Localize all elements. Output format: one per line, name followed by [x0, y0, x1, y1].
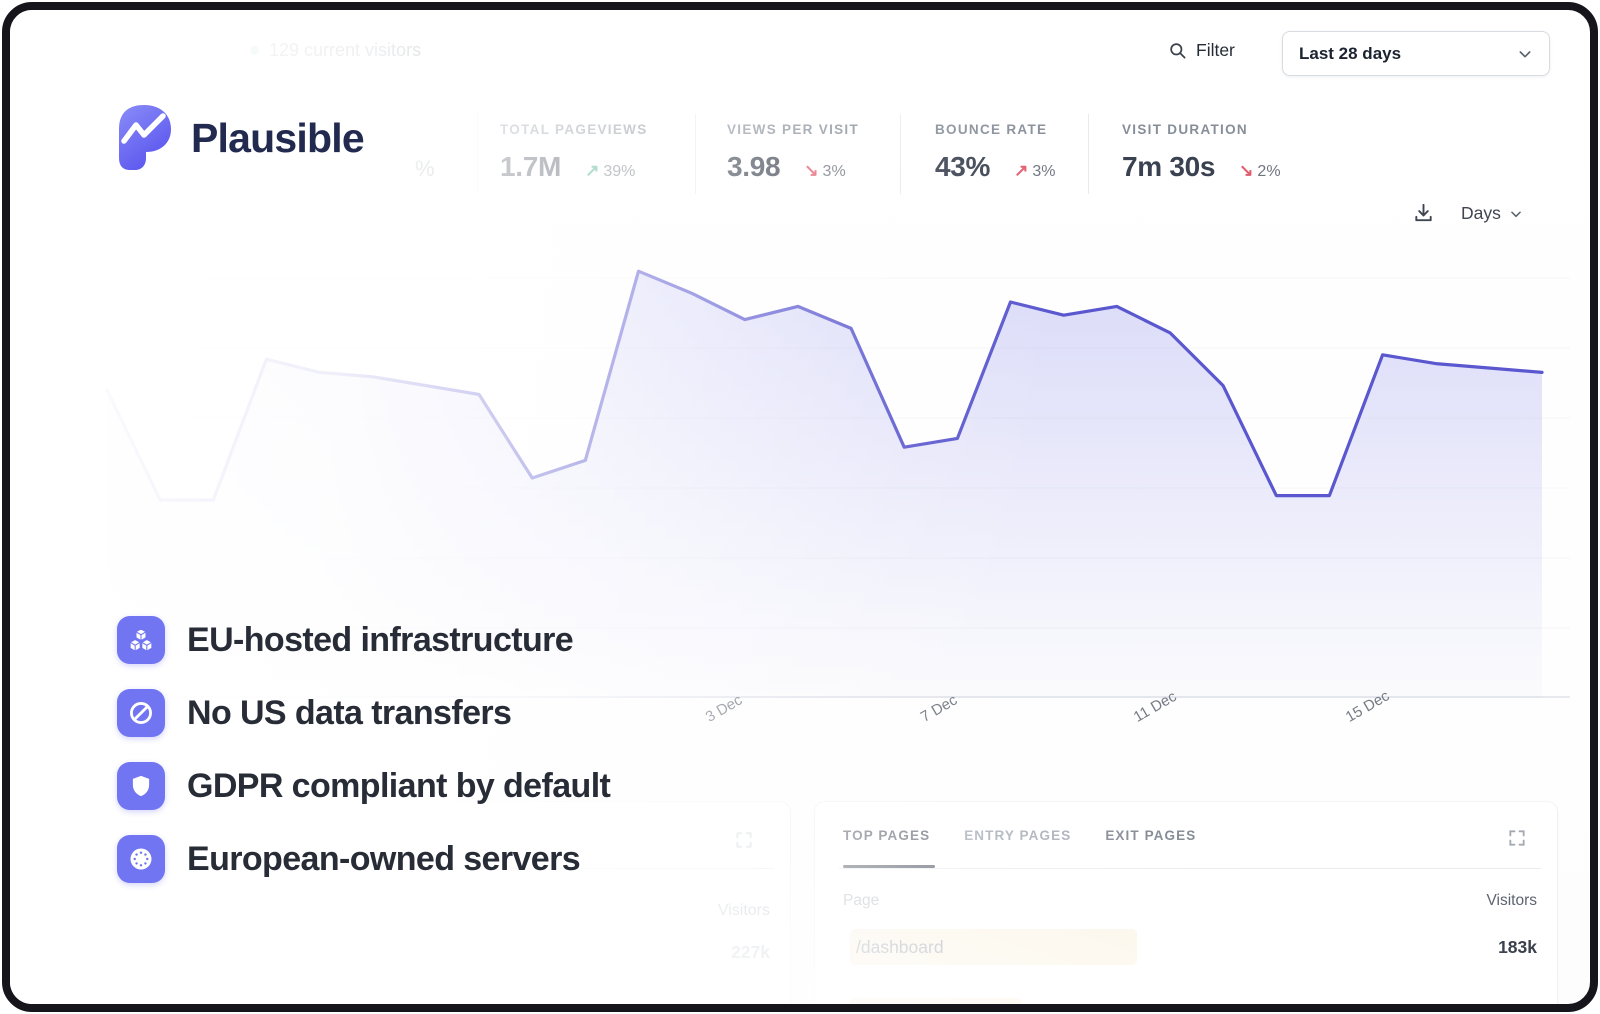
trend-up-icon: ↗ [1014, 161, 1029, 180]
stat-label: TOTAL PAGEVIEWS [500, 122, 648, 137]
filter-label: Filter [1196, 40, 1235, 60]
stat-divider [1088, 114, 1089, 194]
stat-label: BOUNCE RATE [935, 122, 1048, 137]
stat-value: 3.98 [727, 151, 781, 182]
trend-down-icon: ↘ [804, 161, 819, 180]
search-icon [1168, 41, 1187, 60]
chevron-down-icon [1511, 210, 1521, 217]
cubes-icon [117, 616, 165, 664]
current-visitors-badge: 129 current visitors [250, 40, 421, 61]
live-dot-icon [250, 46, 259, 55]
date-range-value: Last 28 days [1299, 43, 1402, 63]
feature-label: No US data transfers [187, 693, 512, 732]
tab-top-pages[interactable]: TOP PAGES [843, 828, 931, 843]
plausible-logo-icon [119, 105, 171, 170]
stat-divider [695, 114, 696, 194]
filter-button[interactable]: Filter [1168, 40, 1235, 61]
visitors-value: 227k [731, 942, 770, 962]
page-cell: /dashboard [856, 937, 944, 957]
divider [839, 868, 1541, 869]
feature-item: GDPR compliant by default [117, 762, 611, 810]
stat-change: 39% [603, 163, 636, 180]
stat-bounce-rate: BOUNCE RATE 43% ↗ 3% [935, 122, 1056, 183]
faded-percent-glyph: % [415, 156, 435, 181]
trend-up-icon: ↗ [585, 161, 600, 180]
stat-change: 3% [822, 163, 846, 180]
feature-label: European-owned servers [187, 839, 581, 878]
visitors-column-header: Visitors [717, 902, 770, 919]
stat-views-per-visit: VIEWS PER VISIT 3.98 ↘ 3% [727, 122, 859, 183]
shield-icon [117, 762, 165, 810]
feature-item: European-owned servers [117, 835, 610, 883]
stat-label: VISIT DURATION [1122, 122, 1248, 137]
feature-item: No US data transfers [117, 689, 610, 737]
stat-value: 7m 30s [1122, 151, 1216, 182]
expand-icon[interactable] [1507, 828, 1527, 848]
expand-icon[interactable] [734, 830, 754, 850]
row-bar-partial [850, 998, 1022, 1004]
download-icon[interactable] [1412, 202, 1435, 225]
stat-divider [900, 114, 901, 194]
stat-change: 3% [1032, 163, 1056, 180]
visitors-column-header: Visitors [1486, 892, 1537, 909]
feature-list: EU-hosted infrastructure No US data tran… [117, 616, 611, 883]
stat-value: 1.7M [500, 151, 562, 182]
tab-entry-pages[interactable]: ENTRY PAGES [964, 828, 1072, 843]
tab-exit-pages[interactable]: EXIT PAGES [1105, 828, 1197, 843]
plausible-logo: Plausible [115, 104, 365, 172]
brand-name: Plausible [191, 114, 365, 161]
feature-label: EU-hosted infrastructure [187, 620, 574, 659]
stat-divider [477, 114, 478, 194]
feature-item: EU-hosted infrastructure [117, 616, 610, 664]
visitors-cell: 183k [1498, 937, 1537, 957]
interval-select[interactable]: Days [1461, 203, 1523, 224]
feature-label: GDPR compliant by default [187, 766, 611, 805]
table-row[interactable]: /dashboard 183k [815, 928, 1557, 966]
eu-stars-icon [117, 835, 165, 883]
stat-visit-duration: VISIT DURATION 7m 30s ↘ 2% [1122, 122, 1281, 183]
no-symbol-icon [117, 689, 165, 737]
current-visitors-label: 129 current visitors [269, 40, 422, 60]
date-range-select[interactable]: Last 28 days [1282, 31, 1550, 76]
trend-down-icon: ↘ [1239, 161, 1254, 180]
interval-value: Days [1461, 203, 1501, 223]
stat-label: VIEWS PER VISIT [727, 122, 860, 137]
stat-total-pageviews: TOTAL PAGEVIEWS 1.7M ↗ 39% [500, 122, 648, 183]
chevron-down-icon [1517, 46, 1533, 62]
pages-panel: TOP PAGES ENTRY PAGES EXIT PAGES Page Vi… [815, 802, 1557, 1004]
stat-change: 2% [1257, 163, 1281, 180]
page-column-header: Page [843, 892, 880, 909]
stat-value: 43% [935, 151, 991, 182]
